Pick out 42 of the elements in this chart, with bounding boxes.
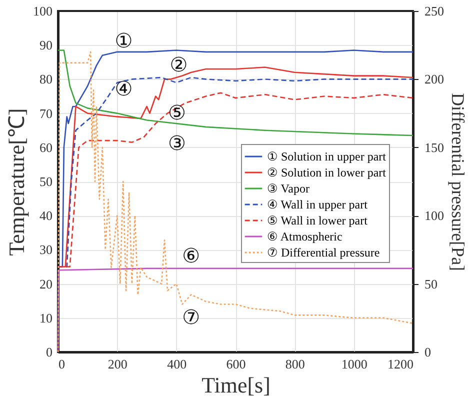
y-tick-label: 100 xyxy=(33,4,52,18)
x-tick-label: 1000 xyxy=(341,356,368,372)
y-tick-label: 20 xyxy=(40,276,52,292)
annotation: ③ xyxy=(168,130,186,155)
legend-label: ⑥ Atmospheric xyxy=(267,230,342,244)
legend-label: ① Solution in upper part xyxy=(267,150,387,164)
annotation: ② xyxy=(170,52,188,77)
y2-tick-label: 250 xyxy=(424,4,444,18)
y2-axis-title: Differential pressure[Pa] xyxy=(448,92,468,272)
y-tick-label: 90 xyxy=(40,38,52,53)
legend-label: ④ Wall in upper part xyxy=(267,198,368,212)
legend-label: ② Solution in lower part xyxy=(267,166,387,180)
legend-label: ③ Vapor xyxy=(267,182,310,196)
y-tick-label: 30 xyxy=(40,242,52,258)
x-tick-label: 400 xyxy=(167,356,187,372)
y-tick-label: 0 xyxy=(46,344,52,360)
y-tick-label: 60 xyxy=(40,140,52,155)
y-tick-label: 80 xyxy=(40,72,52,87)
annotation: ① xyxy=(114,28,133,53)
legend-label: ⑦ Differential pressure xyxy=(267,246,380,260)
x-tick-label: 1200 xyxy=(388,356,414,372)
annotation: ④ xyxy=(114,76,133,100)
y-axis-title: Temperature[℃] xyxy=(4,108,29,256)
x-tick-label: 200 xyxy=(108,356,128,372)
y2-tick-label: 150 xyxy=(424,140,444,155)
x-tick-label: 0 xyxy=(58,356,65,372)
line-series xyxy=(57,50,414,136)
y-tick-label: 70 xyxy=(40,106,52,121)
x-axis-title: Time[s] xyxy=(202,372,270,398)
annotation: ⑤ xyxy=(168,100,186,124)
annotation: ⑦ xyxy=(182,304,200,329)
y-tick-label: 50 xyxy=(40,174,52,189)
y-tick-label: 40 xyxy=(40,208,52,224)
x-tick-label: 800 xyxy=(285,356,305,372)
y2-tick-label: 200 xyxy=(424,72,444,87)
y2-tick-label: 100 xyxy=(424,208,444,224)
y2-tick-label: 50 xyxy=(424,276,438,292)
x-tick-label: 600 xyxy=(226,356,246,372)
y-tick-label: 10 xyxy=(40,310,52,326)
y2-tick-label: 0 xyxy=(424,344,431,360)
annotation: ⑥ xyxy=(182,244,200,268)
legend-label: ⑤ Wall in lower part xyxy=(267,214,368,228)
